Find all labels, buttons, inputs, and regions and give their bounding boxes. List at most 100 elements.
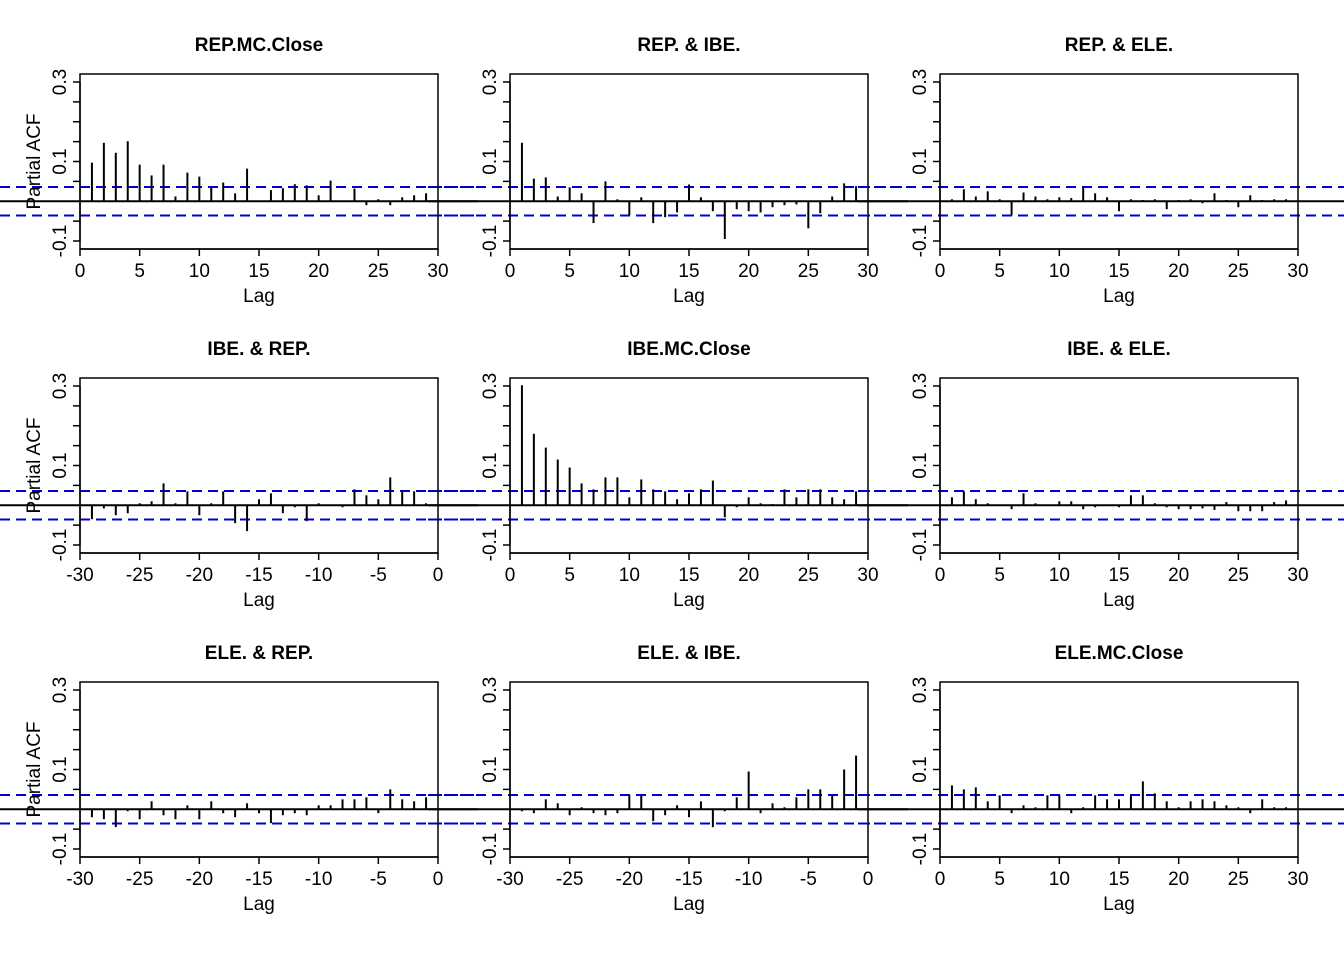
y-axis-label: Partial ACF [24,721,45,817]
x-tick-label: -25 [556,869,583,890]
panel-title: IBE. & ELE. [1067,339,1170,360]
x-tick-label: 30 [1287,869,1308,890]
x-axis-label: Lag [243,590,275,611]
x-tick-label: 5 [994,261,1005,282]
y-tick-label: -0.1 [50,833,71,866]
x-tick-label: -20 [186,869,213,890]
panel-title: IBE. & REP. [207,339,310,360]
x-tick-label: 10 [1049,261,1070,282]
panel-9: ELE.MC.Close 0 5 10 15 20 25 30 -0.1 0.1 0.3 Lag [858,643,1344,915]
x-tick-label: 20 [1168,261,1189,282]
y-tick-label: 0.1 [50,756,71,782]
y-tick-label: -0.1 [480,529,501,562]
x-tick-label: -10 [305,565,332,586]
x-tick-label: 15 [1108,869,1129,890]
y-tick-label: 0.3 [50,69,71,95]
y-tick-label: 0.1 [910,452,931,478]
x-tick-label: 5 [564,565,575,586]
x-axis-label: Lag [243,286,275,307]
x-tick-label: 20 [738,261,759,282]
x-tick-label: 30 [1287,565,1308,586]
x-tick-label: 25 [1228,869,1249,890]
plot-box [79,377,439,554]
x-tick-label: 5 [994,869,1005,890]
y-tick-label: 0.1 [480,452,501,478]
y-tick-label: -0.1 [50,225,71,258]
x-tick-label: 25 [1228,261,1249,282]
x-tick-label: 15 [1108,261,1129,282]
panel-title: ELE.MC.Close [1055,643,1184,664]
y-tick-label: 0.3 [910,373,931,399]
y-tick-label: -0.1 [910,833,931,866]
x-axis-label: Lag [673,590,705,611]
x-tick-label: 30 [857,565,878,586]
y-tick-label: 0.1 [480,148,501,174]
panel-title: REP. & ELE. [1065,35,1173,56]
x-tick-label: 20 [1168,565,1189,586]
x-tick-label: 20 [738,565,759,586]
x-tick-label: 0 [935,869,946,890]
y-tick-label: 0.1 [910,148,931,174]
x-tick-label: 25 [368,261,389,282]
x-axis-label: Lag [243,894,275,915]
x-tick-label: 10 [189,261,210,282]
x-tick-label: 15 [1108,565,1129,586]
y-tick-label: -0.1 [910,225,931,258]
x-tick-label: 0 [75,261,86,282]
panel-3: REP. & ELE. 0 5 10 15 20 25 30 -0.1 0.1 0.3 Lag [858,35,1344,307]
panel-8: ELE. & IBE. -30 -25 -20 -15 -10 -5 0 -0.1 0.1 0.3 L… [428,643,908,915]
x-tick-label: 25 [1228,565,1249,586]
y-tick-label: 0.3 [910,69,931,95]
x-tick-label: -15 [675,869,702,890]
panel-5: IBE.MC.Close 0 5 10 15 20 25 30 -0.1 0.1 0.3 Lag [428,339,908,611]
x-axis-label: Lag [1103,894,1135,915]
x-axis-label: Lag [673,894,705,915]
plot-box [79,73,439,250]
x-tick-label: -30 [66,869,93,890]
x-tick-label: -5 [370,565,387,586]
y-tick-label: -0.1 [50,529,71,562]
plot-box [939,377,1299,554]
x-tick-label: -10 [305,869,332,890]
x-tick-label: -5 [370,869,387,890]
plot-box [79,681,439,858]
x-tick-label: -10 [735,869,762,890]
y-tick-label: 0.1 [480,756,501,782]
x-tick-label: -20 [186,565,213,586]
y-tick-label: 0.3 [50,677,71,703]
x-axis-label: Lag [1103,286,1135,307]
x-tick-label: 0 [505,565,516,586]
y-tick-label: 0.3 [480,69,501,95]
x-tick-label: 0 [863,869,874,890]
x-tick-label: 30 [427,261,448,282]
y-tick-label: 0.3 [910,677,931,703]
x-tick-label: 25 [798,565,819,586]
x-tick-label: 5 [994,565,1005,586]
y-tick-label: 0.3 [480,373,501,399]
x-tick-label: 15 [678,261,699,282]
x-tick-label: 0 [433,869,444,890]
panel-4: IBE. & REP. -30 -25 -20 -15 -10 -5 0 -0.1 0.1 0.3 L… [0,339,478,611]
y-axis-label: Partial ACF [24,113,45,209]
panel-title: IBE.MC.Close [627,339,751,360]
x-tick-label: -25 [126,869,153,890]
x-tick-label: 0 [505,261,516,282]
panel-6: IBE. & ELE. 0 5 10 15 20 25 30 -0.1 0.1 0.3 Lag [858,339,1344,611]
y-tick-label: -0.1 [480,833,501,866]
x-tick-label: 15 [248,261,269,282]
x-tick-label: 5 [564,261,575,282]
panel-title: ELE. & IBE. [637,643,740,664]
plot-box [509,73,869,250]
x-tick-label: 10 [619,261,640,282]
x-tick-label: 20 [308,261,329,282]
panel-2: REP. & IBE. 0 5 10 15 20 25 30 -0.1 0.1 0.3 Lag [428,35,908,307]
y-tick-label: 0.1 [50,148,71,174]
panel-title: REP. & IBE. [637,35,740,56]
x-axis-label: Lag [673,286,705,307]
x-tick-label: -15 [245,565,272,586]
x-tick-label: 0 [935,261,946,282]
panel-1: REP.MC.Close 0 5 10 15 20 25 30 -0.1 0.1 0.3 Lag Par… [0,35,478,307]
x-tick-label: -25 [126,565,153,586]
plot-box [939,681,1299,858]
